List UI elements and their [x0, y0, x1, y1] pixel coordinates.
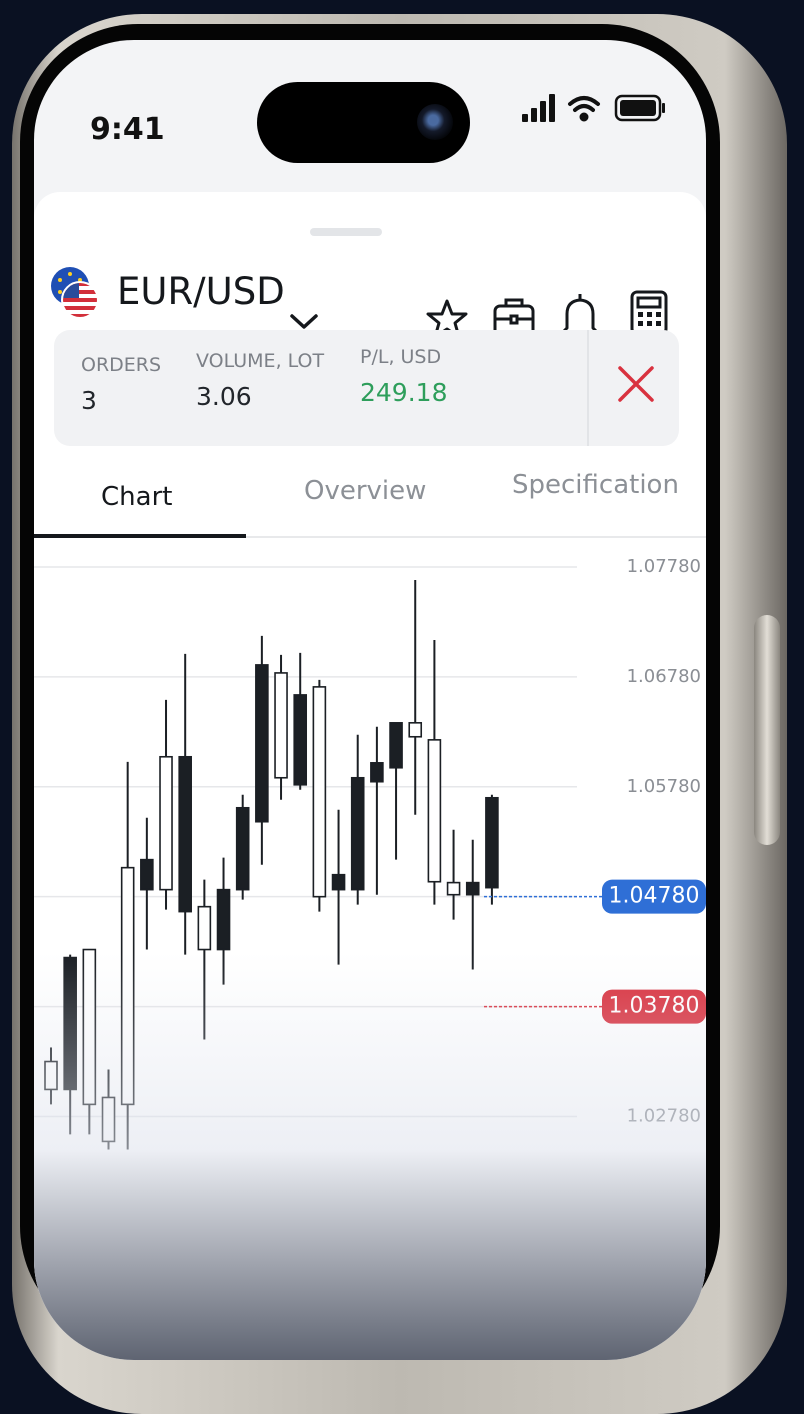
candle-body: [216, 888, 231, 951]
divider: [587, 330, 589, 446]
price-tag: [602, 879, 706, 914]
screenshot: 9:41 EUR/USD: [12, 14, 787, 1414]
currency-flags: [51, 267, 99, 319]
candle-body: [427, 739, 442, 883]
status-time: 9:41: [90, 112, 165, 147]
candle-body: [350, 776, 365, 891]
price-tag-label: 1.03780: [609, 994, 700, 1019]
calculator-button[interactable]: [630, 290, 668, 336]
candle-body: [235, 806, 250, 891]
dynamic-island: [257, 82, 470, 163]
instrument-card: EUR/USD ORDERS 3 VOLUME, LOT 3.06 P/L, U…: [34, 192, 706, 1360]
candle-body: [44, 1060, 58, 1091]
candle-body: [446, 881, 461, 896]
candle-body: [331, 873, 346, 891]
page: EUR/USD {"status_bar": {"time": "9:41"},…: [12, 14, 787, 1414]
battery-icon: [614, 94, 665, 122]
candle-body: [485, 796, 499, 889]
signal-icon: [522, 94, 555, 122]
y-tick-label: 1.07780: [627, 556, 701, 577]
candle-body: [408, 722, 423, 738]
favorite-button[interactable]: [426, 299, 468, 339]
candle-body: [82, 948, 97, 1106]
tab[interactable]: Overview: [304, 476, 427, 506]
sheet-handle: [310, 228, 382, 236]
candle-body: [312, 686, 327, 898]
symbol-title[interactable]: EUR/USD: [117, 270, 285, 313]
tab[interactable]: Specification: [512, 470, 679, 500]
wifi-icon: [568, 96, 600, 122]
candle-body: [389, 722, 403, 769]
stat-value: 3: [81, 386, 97, 415]
symbol-dropdown[interactable]: [286, 310, 322, 334]
camera: [417, 104, 453, 140]
candle-body: [159, 755, 173, 891]
candle-body: [293, 694, 308, 786]
status-icons: [522, 94, 665, 122]
tab[interactable]: Chart: [101, 482, 173, 512]
candle-body: [274, 672, 288, 779]
tab-indicator: [34, 534, 246, 538]
candlestick-chart: 1.07780 1.06780 1.05780 1.04780 1.03780 1.027…: [34, 556, 706, 1150]
y-tick-label: 1.05780: [627, 776, 701, 797]
stat-label: VOLUME, LOT: [196, 350, 325, 372]
candle-body: [370, 762, 384, 783]
stat-label: P/L, USD: [360, 346, 442, 368]
candle-body: [178, 755, 192, 913]
candle-body: [255, 664, 269, 823]
header-actions: [426, 290, 668, 341]
portfolio-button[interactable]: [493, 298, 535, 338]
stat-value: 3.06: [196, 382, 252, 411]
close-positions-button[interactable]: [614, 362, 658, 406]
candle-body: [197, 905, 212, 951]
stat-label: ORDERS: [81, 354, 162, 376]
candle-body: [140, 858, 154, 891]
stat-value: 249.18: [360, 378, 448, 407]
position-summary: ORDERS 3 VOLUME, LOT 3.06 P/L, USD 249.1…: [54, 330, 679, 446]
tab-divider: [34, 536, 706, 538]
candle-body: [63, 956, 77, 1091]
price-tag-label: 1.04780: [609, 884, 700, 909]
candle-body: [101, 1096, 116, 1143]
screen: 9:41 EUR/USD: [34, 40, 706, 1360]
y-tick-label: 1.06780: [627, 666, 701, 687]
candle-body: [465, 881, 480, 896]
side-button: [754, 615, 780, 845]
candle-body: [120, 866, 135, 1106]
y-tick-label: 1.02780: [627, 1105, 701, 1126]
